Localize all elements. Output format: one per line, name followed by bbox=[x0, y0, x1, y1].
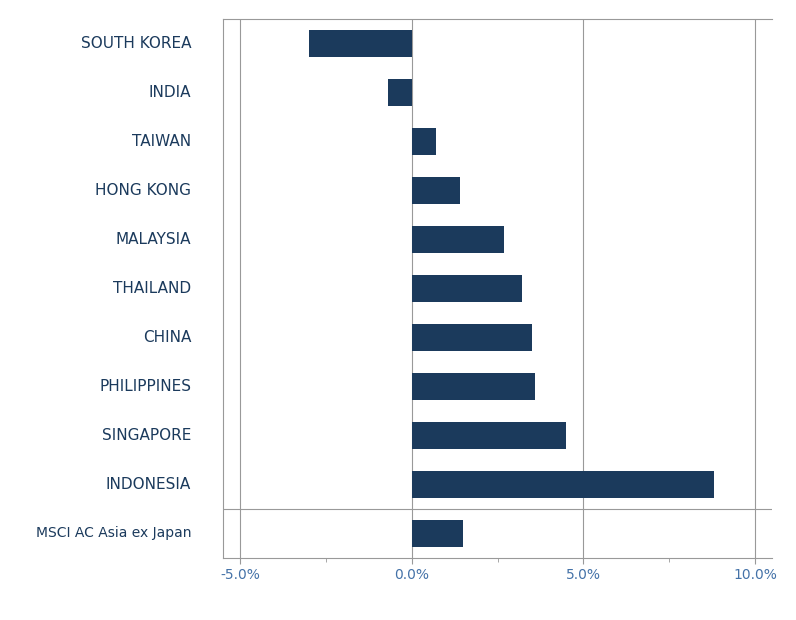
Text: PHILIPPINES: PHILIPPINES bbox=[99, 379, 191, 394]
Bar bbox=[412, 471, 714, 498]
Text: SINGAPORE: SINGAPORE bbox=[102, 428, 191, 443]
Text: THAILAND: THAILAND bbox=[113, 281, 191, 296]
Bar bbox=[309, 30, 412, 56]
Text: HONG KONG: HONG KONG bbox=[95, 183, 191, 198]
Text: TAIWAN: TAIWAN bbox=[132, 134, 191, 149]
Text: CHINA: CHINA bbox=[142, 330, 191, 345]
Text: MSCI AC Asia ex Japan: MSCI AC Asia ex Japan bbox=[36, 526, 191, 541]
Text: MALAYSIA: MALAYSIA bbox=[115, 232, 191, 247]
Bar bbox=[412, 226, 505, 253]
Bar bbox=[412, 177, 460, 204]
Bar bbox=[412, 324, 532, 351]
Bar bbox=[388, 79, 412, 105]
Text: SOUTH KOREA: SOUTH KOREA bbox=[80, 35, 191, 51]
Bar bbox=[412, 275, 521, 302]
Text: INDIA: INDIA bbox=[149, 85, 191, 100]
Bar bbox=[412, 128, 435, 154]
Text: INDONESIA: INDONESIA bbox=[106, 477, 191, 492]
Bar bbox=[412, 520, 463, 547]
Bar bbox=[412, 373, 535, 400]
Bar bbox=[412, 422, 566, 449]
